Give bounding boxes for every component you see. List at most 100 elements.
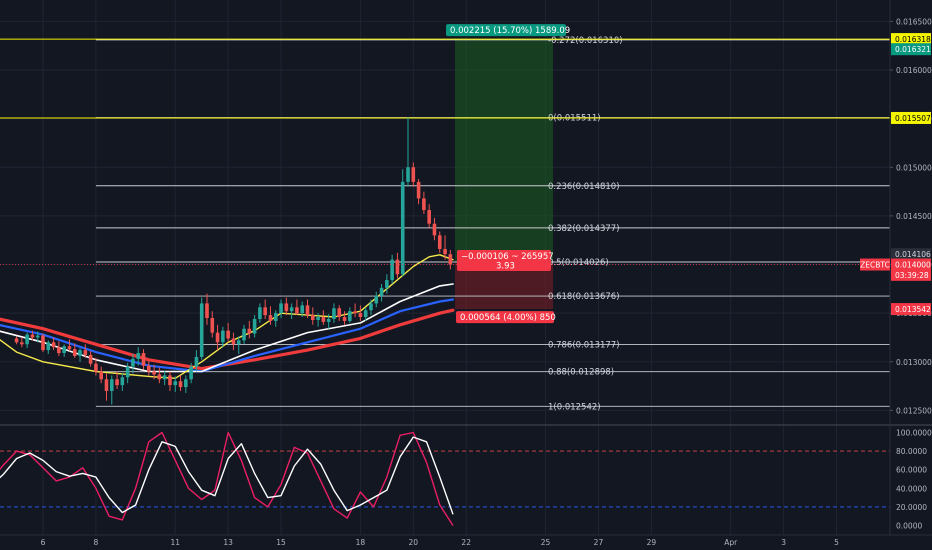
- position-info-box: [457, 250, 551, 272]
- price-tag-box: [891, 258, 931, 271]
- candle-body: [20, 342, 24, 345]
- candle-body: [395, 259, 400, 275]
- candle-body: [178, 381, 183, 388]
- candle-body: [67, 346, 72, 350]
- candle-body: [326, 318, 331, 322]
- oscillator-axis-label: 80.0000: [896, 447, 927, 456]
- price-tag: 0.013542: [895, 305, 931, 314]
- candle-body: [78, 350, 82, 356]
- candle-body: [115, 379, 119, 386]
- time-axis-label: 27: [594, 538, 604, 547]
- profit-label: 0.002215 (15.70%) 1589.09: [450, 26, 570, 36]
- price-tag: 0.014000: [895, 261, 931, 270]
- time-axis-label: 20: [409, 538, 419, 547]
- candle-body: [411, 167, 416, 182]
- candle-body: [152, 371, 156, 375]
- moving-average-line: [0, 308, 455, 371]
- candle-body: [189, 366, 193, 380]
- candle-body: [305, 305, 310, 316]
- candle-body: [273, 313, 278, 321]
- time-axis-label: Apr: [724, 538, 738, 547]
- price-tag-box: [891, 33, 931, 46]
- price-tag: 0.015507: [895, 114, 931, 123]
- horizontal-lines[interactable]: [0, 38, 890, 119]
- candle-body: [363, 310, 368, 318]
- candle-body: [252, 318, 257, 334]
- candle-body: [427, 210, 431, 224]
- loss-label-box: [456, 311, 554, 324]
- fib-level-label: 0.5(0.014026): [548, 258, 609, 268]
- candle-body: [109, 379, 114, 391]
- candle-body: [30, 334, 35, 338]
- candle-body: [136, 353, 141, 359]
- moving-average-line: [0, 298, 455, 373]
- time-axis-label: 11: [170, 538, 180, 547]
- oscillator-axis-label: 0.0000: [896, 522, 922, 531]
- price-tag-box: [891, 111, 931, 124]
- loss-label: 0.000564 (4.00%) 850: [460, 313, 556, 323]
- oscillator-series-line: [0, 436, 454, 515]
- candle-body: [258, 307, 262, 319]
- oscillator-series-line: [0, 431, 454, 526]
- oscillator-axis-label: 20.0000: [896, 503, 927, 512]
- candle-body: [295, 307, 299, 314]
- price-axis-label: 0.016500: [896, 17, 932, 26]
- fib-level-label: 0(0.015511): [548, 114, 601, 124]
- candle-body: [88, 354, 93, 364]
- symbol-tag-box: [860, 258, 890, 271]
- candle-body: [284, 303, 289, 312]
- candle-body: [390, 259, 394, 281]
- fib-level-label: 0.618(0.013676): [548, 292, 620, 302]
- candle-body: [41, 335, 45, 351]
- candle-body: [215, 332, 220, 343]
- candle-body: [120, 377, 125, 386]
- oscillator-axis-label: 60.0000: [896, 466, 927, 475]
- time-axis-label: 29: [647, 538, 657, 547]
- position-info-line1: −0.000106 ~ 265957: [461, 252, 554, 262]
- candle-body: [242, 328, 246, 341]
- time-axis-label: 3: [781, 538, 786, 547]
- candle-body: [289, 307, 294, 312]
- candle-body: [316, 317, 320, 320]
- moving-average-line: [0, 254, 454, 379]
- candle-body: [104, 379, 109, 391]
- price-axis-label: 0.014500: [896, 212, 932, 221]
- candle-body: [300, 305, 305, 314]
- price-axis-label: 0.013000: [896, 358, 932, 367]
- fib-level-label: 0.88(0.012898): [548, 368, 614, 378]
- candle-body: [83, 350, 88, 355]
- price-tag-box: [891, 43, 931, 56]
- time-axis-label: 25: [541, 538, 551, 547]
- candle-body: [337, 308, 342, 318]
- candle-body: [268, 315, 273, 321]
- fib-level-label: -0.272(0.016310): [548, 36, 623, 46]
- stochastic-rsi-pane[interactable]: [0, 424, 932, 526]
- profit-label-box: [446, 24, 566, 37]
- time-axis-label: 8: [94, 538, 99, 547]
- price-axis-label: 0.015000: [896, 163, 932, 172]
- candle-body: [437, 235, 442, 249]
- candle-body: [14, 338, 19, 343]
- candle-body: [385, 280, 389, 288]
- candle-body: [353, 311, 357, 314]
- candle-body: [25, 334, 29, 345]
- candle-body: [184, 379, 188, 388]
- position-profit-zone: [455, 39, 553, 263]
- symbol-tag: ZECBTC: [860, 261, 890, 270]
- price-tag: 03:39:28: [895, 271, 929, 280]
- fib-level-label: 0.786(0.013177): [548, 341, 620, 351]
- candle-body: [236, 340, 241, 345]
- candle-body: [141, 353, 146, 366]
- oscillator-axis-label: 40.0000: [896, 484, 927, 493]
- price-tag-box: [891, 303, 931, 316]
- price-tag: 0.016321: [895, 45, 931, 54]
- price-axis-label: 0.016000: [896, 66, 932, 75]
- price-axis-label: 0.012500: [896, 406, 932, 415]
- candle-body: [157, 374, 162, 380]
- time-axis-label: 13: [223, 538, 233, 547]
- time-axis-label: 18: [356, 538, 366, 547]
- candle-body: [62, 346, 66, 354]
- candle-body: [279, 303, 283, 314]
